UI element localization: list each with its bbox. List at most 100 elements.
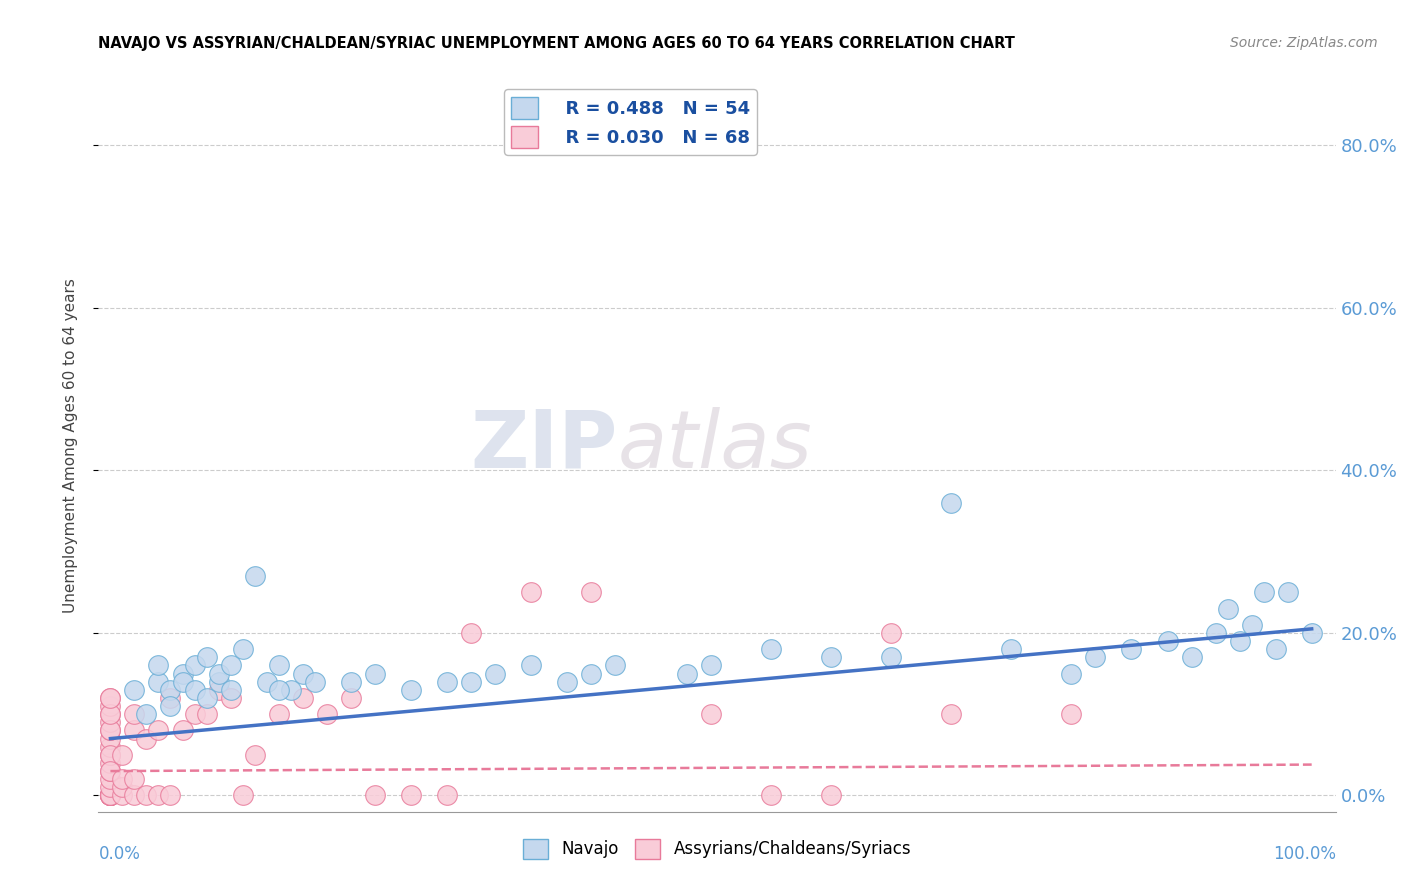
Point [124, 707, 146, 722]
Point [100, 723, 122, 738]
Point [880, 650, 903, 665]
Point [364, 666, 387, 681]
Point [941, 707, 963, 722]
Point [195, 690, 218, 705]
Point [1301, 626, 1323, 640]
Point [207, 682, 229, 697]
Point [676, 666, 699, 681]
Point [304, 674, 326, 689]
Point [159, 789, 181, 803]
Point [880, 626, 903, 640]
Point [579, 585, 602, 599]
Point [941, 496, 963, 510]
Point [100, 764, 122, 778]
Point [100, 707, 122, 722]
Legend: Navajo, Assyrians/Chaldeans/Syriacs: Navajo, Assyrians/Chaldeans/Syriacs [516, 832, 918, 865]
Point [159, 699, 181, 714]
Point [100, 789, 122, 803]
Point [100, 789, 122, 803]
Point [100, 789, 122, 803]
Point [100, 789, 122, 803]
Point [148, 658, 170, 673]
Point [1205, 626, 1227, 640]
Point [100, 723, 122, 738]
Point [100, 789, 122, 803]
Point [267, 682, 290, 697]
Point [267, 707, 290, 722]
Point [280, 682, 302, 697]
Point [339, 690, 361, 705]
Point [100, 789, 122, 803]
Point [1084, 650, 1107, 665]
Point [100, 756, 122, 770]
Point [579, 666, 602, 681]
Point [603, 658, 626, 673]
Point [135, 789, 157, 803]
Point [148, 674, 170, 689]
Point [1180, 650, 1202, 665]
Point [100, 715, 122, 730]
Point [207, 666, 229, 681]
Point [183, 707, 205, 722]
Point [1216, 601, 1239, 615]
Text: atlas: atlas [619, 407, 813, 485]
Point [172, 674, 194, 689]
Text: 0.0%: 0.0% [98, 845, 141, 863]
Point [700, 658, 723, 673]
Point [1253, 585, 1275, 599]
Point [100, 789, 122, 803]
Point [111, 747, 134, 762]
Point [291, 690, 314, 705]
Point [111, 772, 134, 787]
Point [159, 682, 181, 697]
Point [520, 658, 543, 673]
Point [135, 707, 157, 722]
Point [124, 723, 146, 738]
Y-axis label: Unemployment Among Ages 60 to 64 years: Unemployment Among Ages 60 to 64 years [63, 278, 77, 614]
Point [172, 723, 194, 738]
Point [100, 772, 122, 787]
Text: NAVAJO VS ASSYRIAN/CHALDEAN/SYRIAC UNEMPLOYMENT AMONG AGES 60 TO 64 YEARS CORREL: NAVAJO VS ASSYRIAN/CHALDEAN/SYRIAC UNEMP… [98, 36, 1015, 51]
Point [243, 747, 266, 762]
Point [436, 674, 458, 689]
Point [436, 789, 458, 803]
Point [100, 789, 122, 803]
Point [339, 674, 361, 689]
Point [399, 789, 422, 803]
Point [100, 789, 122, 803]
Point [1277, 585, 1299, 599]
Point [100, 739, 122, 754]
Point [135, 731, 157, 746]
Point [195, 707, 218, 722]
Point [195, 650, 218, 665]
Point [315, 707, 337, 722]
Point [700, 707, 723, 722]
Point [183, 682, 205, 697]
Point [243, 569, 266, 583]
Point [111, 780, 134, 795]
Point [364, 789, 387, 803]
Text: ZIP: ZIP [471, 407, 619, 485]
Point [148, 723, 170, 738]
Point [460, 626, 482, 640]
Point [100, 789, 122, 803]
Point [111, 789, 134, 803]
Point [1000, 642, 1022, 657]
Text: 100.0%: 100.0% [1272, 845, 1336, 863]
Point [1240, 617, 1263, 632]
Point [183, 658, 205, 673]
Point [232, 642, 254, 657]
Point [100, 747, 122, 762]
Point [1121, 642, 1143, 657]
Point [1060, 707, 1083, 722]
Point [1156, 634, 1178, 648]
Point [219, 658, 242, 673]
Point [100, 747, 122, 762]
Point [124, 789, 146, 803]
Point [100, 690, 122, 705]
Point [399, 682, 422, 697]
Point [207, 674, 229, 689]
Point [159, 690, 181, 705]
Point [148, 789, 170, 803]
Point [219, 682, 242, 697]
